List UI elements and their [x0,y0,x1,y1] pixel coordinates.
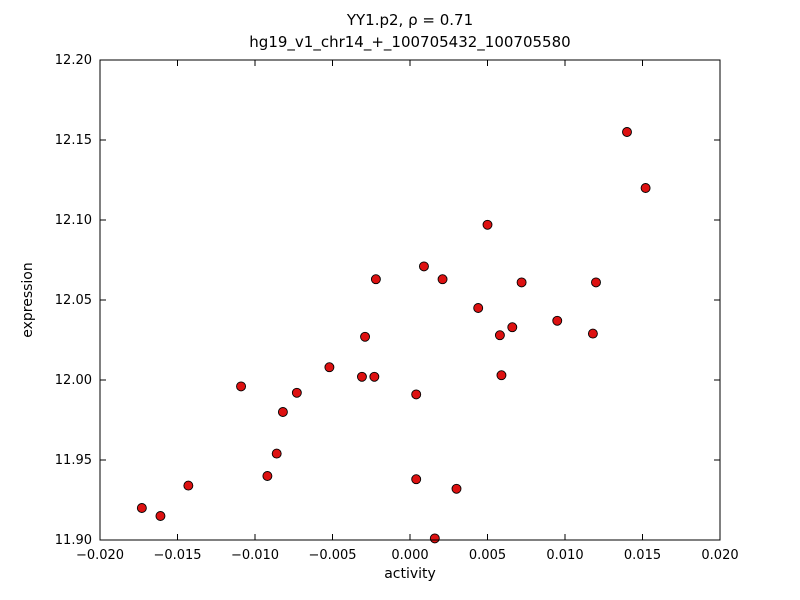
scatter-point [429,533,440,544]
scatter-point [622,127,632,137]
x-axis-label: activity [384,566,436,582]
scatter-point [324,362,335,373]
plot-frame [99,59,721,541]
scatter-point [262,471,273,481]
scatter-point [411,389,422,400]
y-tick-label: 11.95 [55,453,92,468]
y-tick-label: 12.15 [55,133,92,148]
scatter-point [236,381,247,392]
y-tick-label: 12.10 [55,213,92,228]
x-tick-label: 0.010 [546,548,583,563]
scatter-point [496,370,507,381]
scatter-point [369,371,380,382]
x-tick-label: −0.020 [76,548,124,563]
scatter-point [155,511,166,521]
scatter-point [271,448,282,459]
scatter-point [183,480,194,491]
scatter-point [411,474,422,485]
plot-area: −0.020 −0.015 −0.010 −0.005 0.000 0.005 0.010 0… [55,53,739,563]
x-tick-label: −0.015 [153,548,201,563]
scatter-point [451,483,462,494]
scatter-point [587,328,598,339]
x-tick-label: 0.020 [701,548,738,563]
chart-subtitle: hg19_v1_chr14_+_100705432_100705580 [249,33,570,52]
scatter-point [136,503,147,513]
scatter-point [291,387,302,398]
scatter-point [277,407,288,417]
scatter-point [370,274,381,285]
scatter-point [419,261,429,272]
y-axis-label: expression [20,262,36,338]
y-tick-label: 12.20 [55,53,92,68]
scatter-point [357,371,367,382]
x-tick-label: 0.005 [469,548,506,563]
x-tick-label: 0.000 [391,548,428,563]
y-tick-label: 12.00 [55,373,92,388]
scatter-point [640,183,651,193]
scatter-point [507,322,518,333]
x-tick-label: 0.015 [624,548,661,563]
scatter-point [591,277,601,288]
y-tick-label: 12.05 [55,293,92,308]
x-tick-label: −0.010 [231,548,279,563]
scatter-point [437,274,448,285]
scatter-point [494,330,505,341]
x-tick-label: −0.005 [308,548,356,563]
scatter-point [516,277,527,288]
scatter-point [482,219,493,230]
scatter-point [360,331,370,342]
scatter-point [473,303,484,313]
chart-title: YY1.p2, ρ = 0.71 [346,11,473,29]
scatter-point [552,315,563,326]
y-tick-label: 11.90 [55,533,92,548]
